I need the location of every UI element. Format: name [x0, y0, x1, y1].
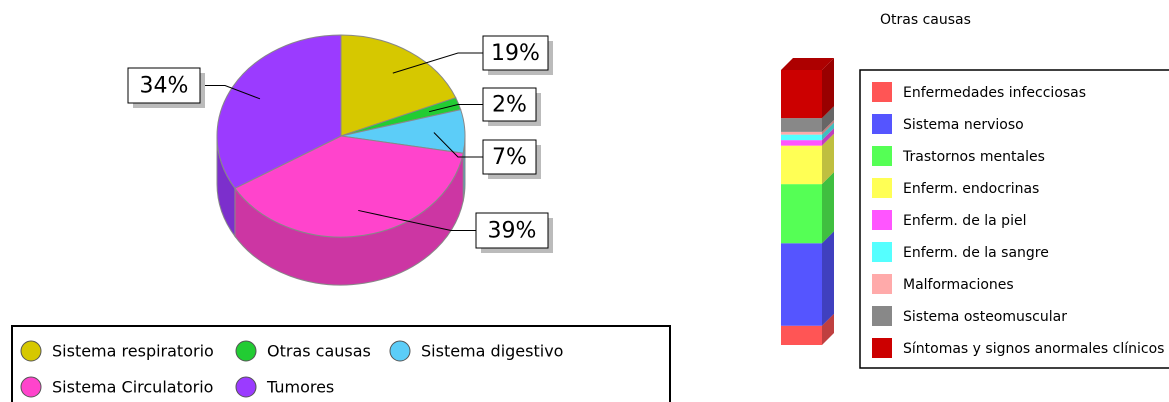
data-label: 39% [488, 219, 537, 244]
bar-segment [781, 70, 822, 119]
label-box [482, 139, 537, 175]
bar-top [781, 58, 834, 70]
leader-line [200, 85, 261, 100]
legend-swatch [872, 178, 892, 198]
pie-slice [340, 34, 457, 137]
legend-swatch [872, 210, 892, 230]
legend-label: Tumores [266, 378, 334, 397]
data-label: 34% [140, 74, 189, 99]
bar-segment [781, 134, 822, 141]
leader-line [433, 132, 483, 158]
legend-label: Trastornos mentales [902, 149, 1045, 165]
legend-swatch [235, 376, 257, 398]
legend-swatch [389, 340, 411, 362]
legend-label: Malformaciones [903, 277, 1014, 293]
label-box [482, 35, 549, 71]
leader-line [392, 52, 483, 74]
bar-segment-side [822, 122, 834, 141]
bar-segment-side [822, 106, 834, 132]
legend-label: Sistema nervioso [903, 117, 1024, 133]
leader-line [358, 209, 476, 231]
pie-legend-box [11, 325, 671, 402]
label-box [127, 67, 201, 104]
bar-segment [781, 140, 822, 146]
bar-segment-side [822, 172, 834, 244]
leader-line [428, 104, 483, 113]
legend-label: Sistema Circulatorio [52, 378, 213, 397]
legend-label: Enferm. de la piel [903, 213, 1026, 229]
legend-label: Síntomas y signos anormales clínicos [903, 341, 1164, 357]
bar-segment [781, 184, 822, 244]
label-box [482, 87, 537, 122]
legend-swatch [20, 376, 42, 398]
legend-label: Sistema osteomuscular [903, 309, 1067, 325]
legend-swatch [872, 338, 892, 358]
legend-label: Otras causas [267, 342, 371, 361]
legend-label: Sistema respiratorio [52, 342, 214, 361]
pie-slice [216, 34, 342, 189]
legend-label: Enferm. endocrinas [903, 181, 1039, 197]
legend-swatch [235, 340, 257, 362]
legend-swatch [20, 340, 42, 362]
bar-segment [781, 325, 822, 345]
legend-label: Enferm. de la sangre [903, 245, 1049, 261]
data-label: 19% [491, 41, 540, 66]
data-label: 7% [492, 145, 527, 170]
bar-segment [781, 243, 822, 326]
bar-segment-side [822, 128, 834, 146]
bar-title: Otras causas [880, 12, 971, 28]
bar-segment-side [822, 231, 834, 326]
pie-slice [234, 135, 464, 238]
legend-swatch [872, 306, 892, 326]
label-box [475, 212, 549, 249]
bar-legend-box [859, 69, 1169, 369]
bar-segment [781, 118, 822, 132]
bar-segment-side [822, 58, 834, 119]
bar-segment-side [822, 313, 834, 345]
legend-swatch [872, 82, 892, 102]
bar-segment [781, 145, 822, 185]
legend-swatch [872, 242, 892, 262]
bar-segment [781, 131, 822, 135]
legend-swatch [872, 274, 892, 294]
legend-swatch [872, 146, 892, 166]
data-label: 2% [492, 93, 527, 118]
legend-label: Enfermedades infecciosas [903, 85, 1086, 101]
bar-segment-side [822, 119, 834, 135]
legend-label: Sistema digestivo [421, 342, 563, 361]
legend-swatch [872, 114, 892, 134]
bar-segment-side [822, 133, 834, 185]
